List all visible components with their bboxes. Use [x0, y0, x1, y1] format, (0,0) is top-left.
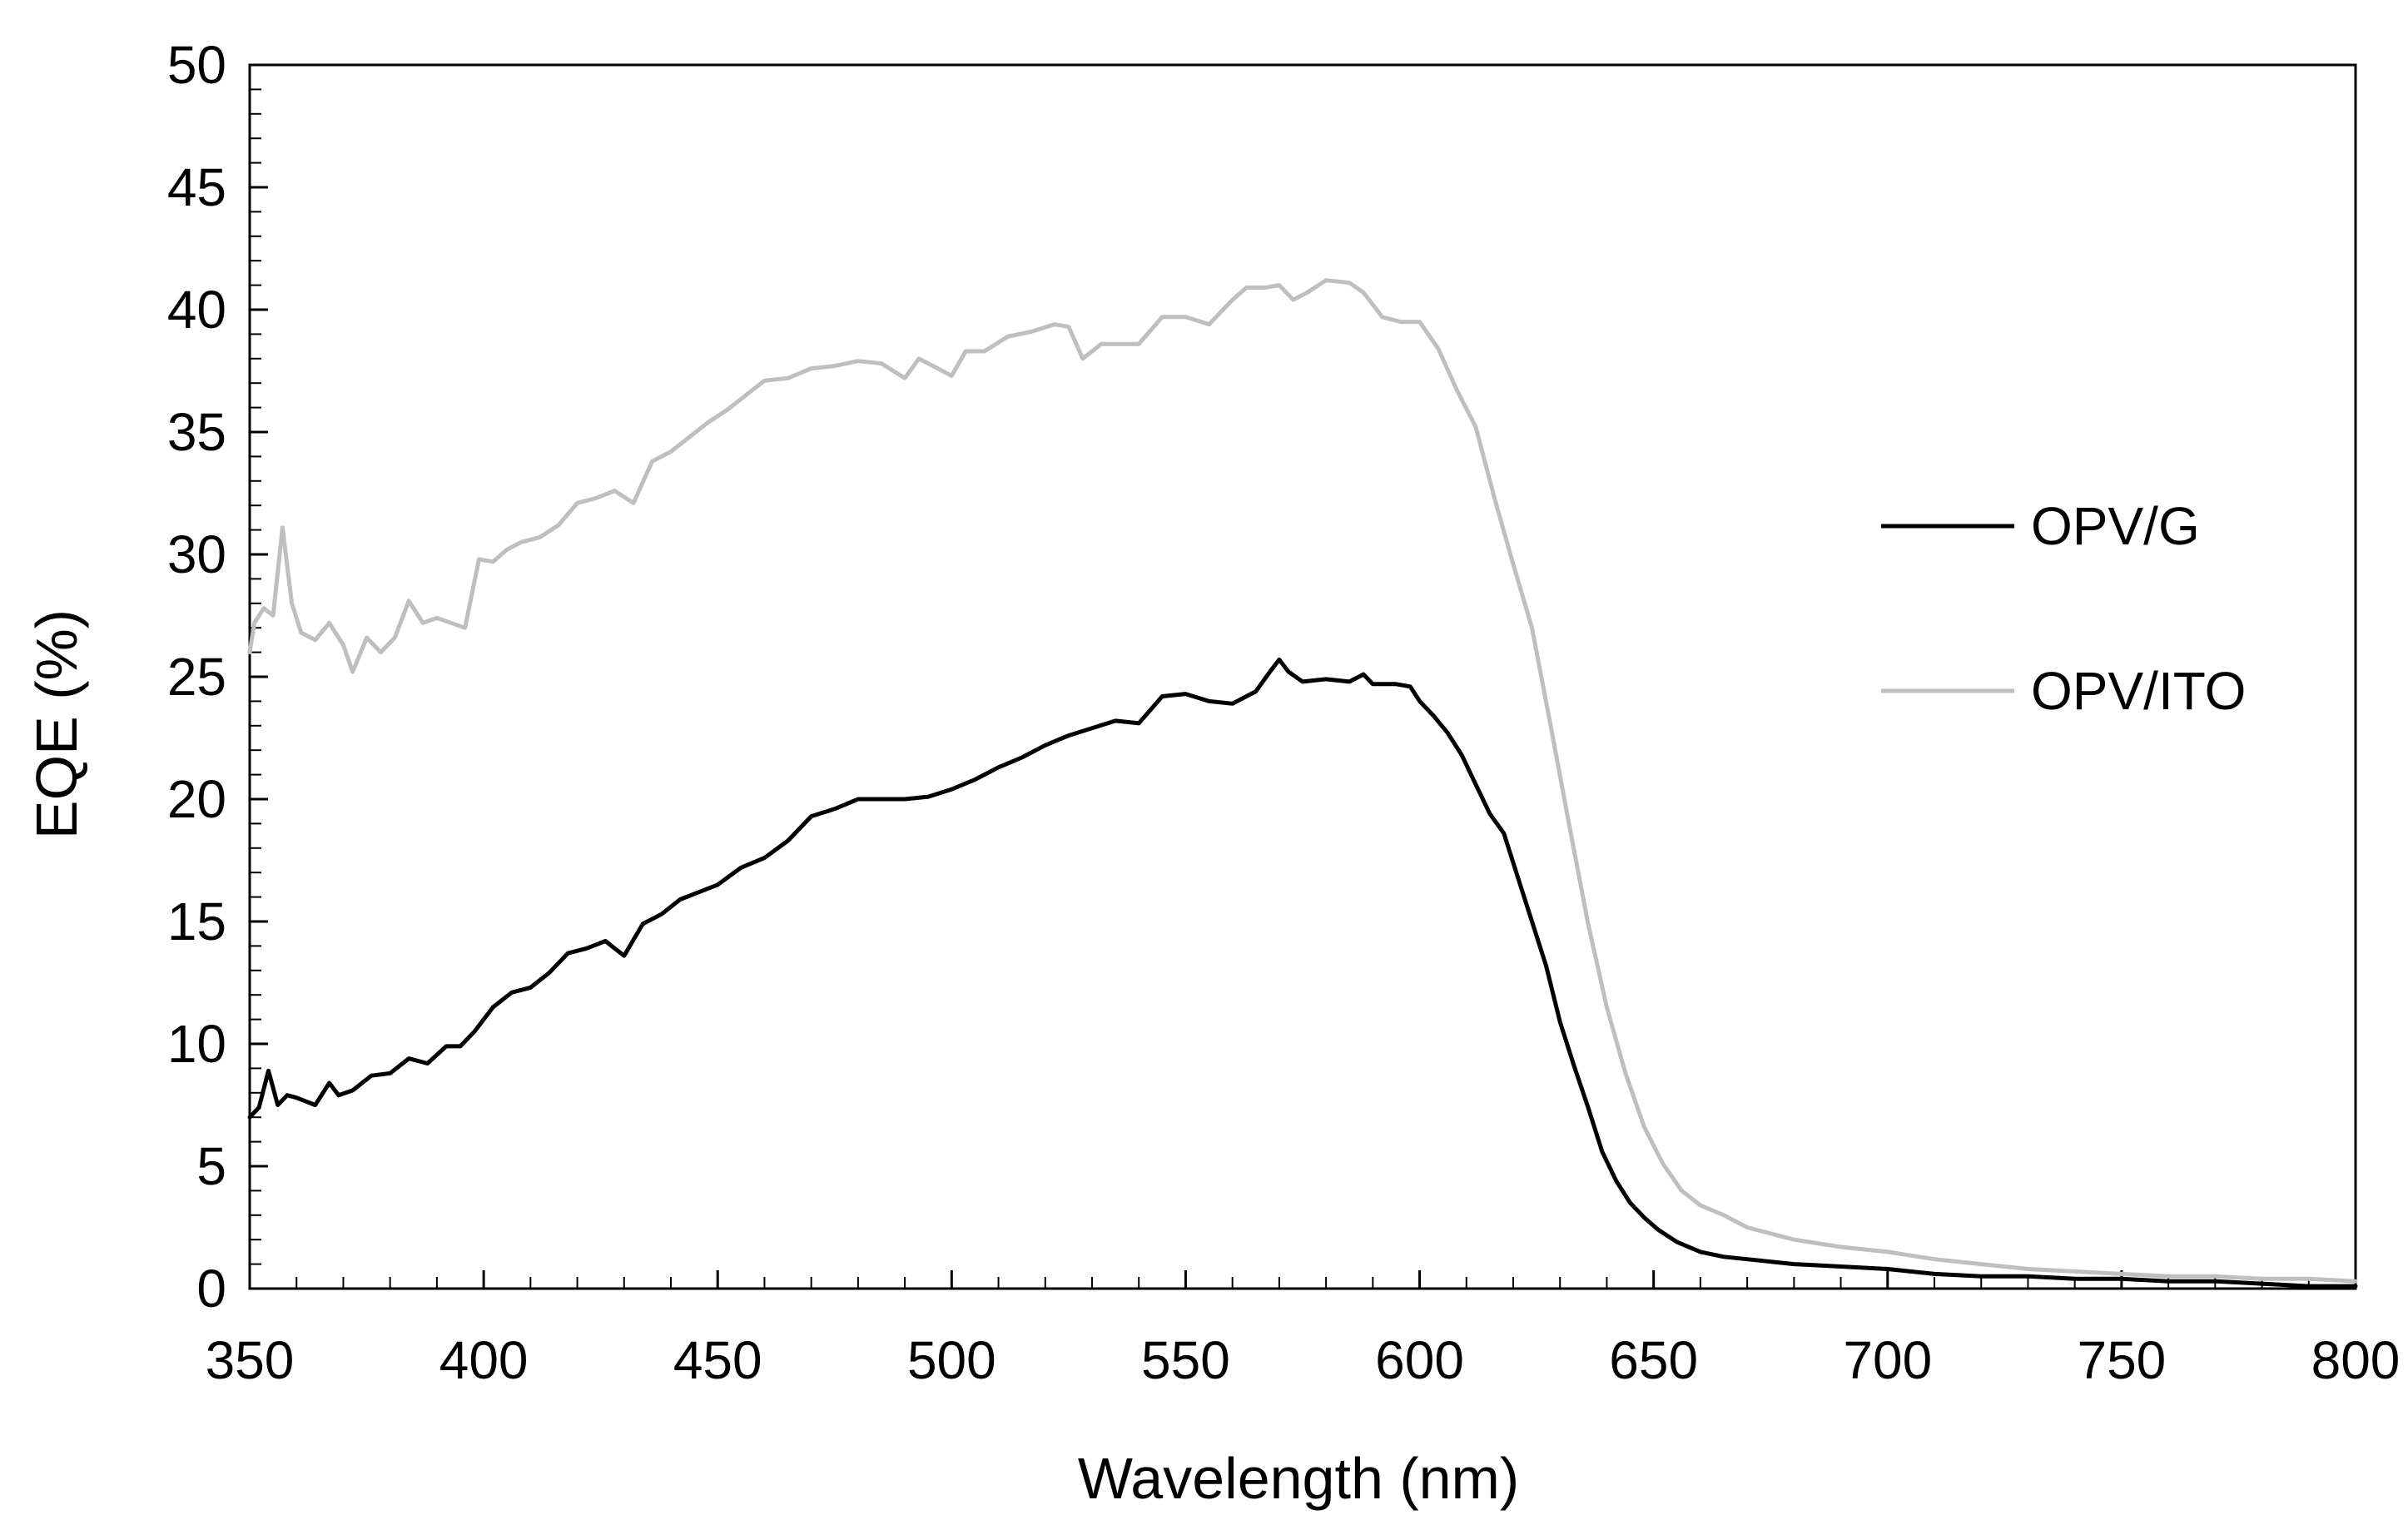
series-line-opv-ito — [247, 278, 2358, 1284]
x-axis: 350 400 450 500 550 600 650 700 750 800 — [206, 1270, 2401, 1390]
y-tick-label: 10 — [167, 1014, 226, 1074]
y-tick-label: 40 — [167, 280, 226, 340]
y-tick-label: 5 — [196, 1136, 226, 1196]
x-tick-label: 450 — [673, 1330, 762, 1390]
y-tick-label: 30 — [167, 524, 226, 584]
legend: OPV/G OPV/ITO — [1881, 496, 2246, 721]
x-tick-label: 800 — [2311, 1330, 2401, 1390]
series-line-opv-g — [247, 657, 2358, 1289]
y-axis-title: EQE (%) — [24, 609, 89, 839]
x-tick-label: 750 — [2077, 1330, 2166, 1390]
x-tick-label: 700 — [1843, 1330, 1932, 1390]
x-axis-title: Wavelength (nm) — [1078, 1446, 1519, 1511]
legend-label-opv-g: OPV/G — [2031, 496, 2200, 556]
legend-label-opv-ito: OPV/ITO — [2031, 661, 2246, 721]
x-tick-label: 600 — [1375, 1330, 1464, 1390]
y-tick-label: 25 — [167, 647, 226, 707]
x-tick-label: 550 — [1141, 1330, 1230, 1390]
y-tick-label: 20 — [167, 769, 226, 829]
x-tick-label: 650 — [1609, 1330, 1698, 1390]
series-layer — [247, 278, 2358, 1289]
y-tick-label: 35 — [167, 402, 226, 462]
y-tick-label: 50 — [167, 35, 226, 95]
x-tick-label: 400 — [439, 1330, 529, 1390]
y-tick-label: 15 — [167, 892, 226, 951]
y-axis: 0 5 10 15 20 25 30 35 40 45 50 — [167, 35, 268, 1319]
y-tick-label: 45 — [167, 157, 226, 217]
x-tick-label: 350 — [206, 1330, 295, 1390]
x-tick-label: 500 — [907, 1330, 996, 1390]
y-tick-label: 0 — [196, 1259, 226, 1319]
